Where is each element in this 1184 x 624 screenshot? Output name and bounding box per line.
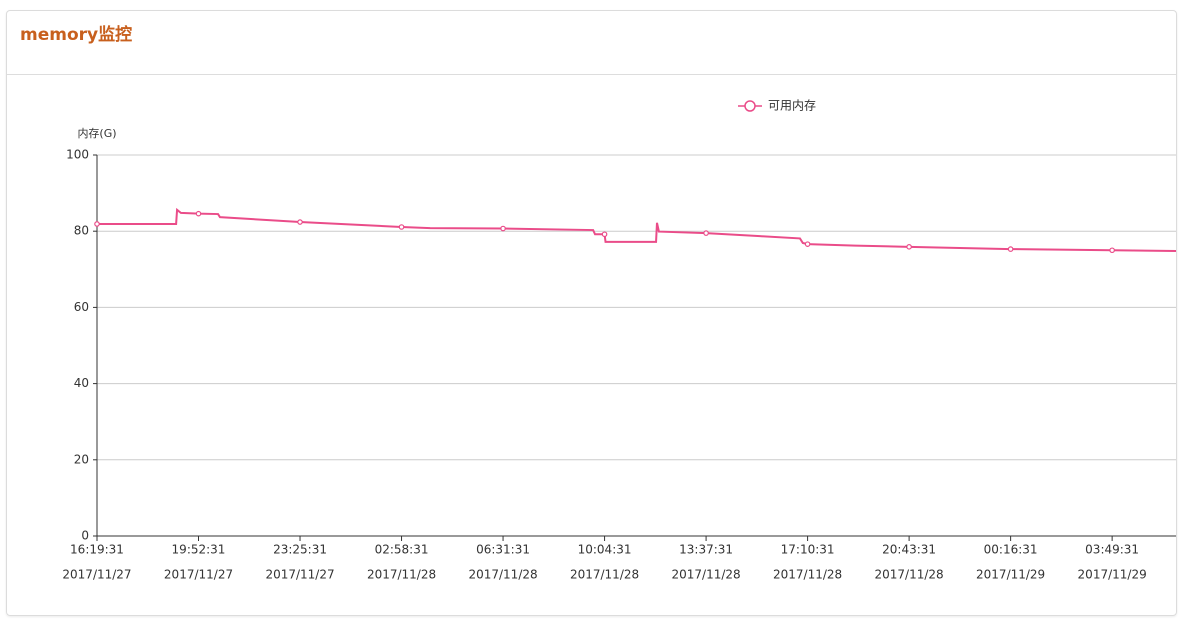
legend-label: 可用内存: [768, 99, 816, 113]
x-tick-label: 02:58:31: [375, 543, 429, 557]
x-tick-label: 13:37:31: [679, 543, 733, 557]
line-marker: [398, 224, 405, 230]
line-marker: [500, 225, 506, 232]
y-axis-label: 内存(G): [77, 126, 116, 140]
y-tick-label: 20: [74, 452, 89, 466]
x-tick-label: 00:16:31: [984, 543, 1038, 557]
line-marker: [94, 221, 100, 227]
line-series: [97, 207, 1177, 253]
line-marker: [804, 241, 811, 247]
x-tick-label: 17:10:31: [781, 543, 835, 557]
x-tick-label: 2017/11/27: [265, 568, 334, 582]
x-tick-label: 19:52:31: [172, 543, 226, 557]
y-tick-label: 80: [74, 224, 89, 238]
x-tick-label: 10:04:31: [578, 543, 632, 557]
line-marker: [1109, 247, 1115, 254]
x-tick-label: 06:31:31: [476, 543, 530, 557]
y-tick-label: 100: [66, 148, 89, 162]
x-tick-label: 2017/11/29: [1078, 568, 1147, 582]
panel-title: memory监控: [20, 25, 133, 45]
x-tick-label: 2017/11/28: [875, 568, 944, 582]
line-marker: [601, 231, 608, 238]
y-tick-label: 40: [74, 376, 89, 390]
y-tick-label: 60: [74, 300, 89, 314]
x-tick-label: 23:25:31: [273, 543, 327, 557]
x-tick-label: 20:43:31: [882, 543, 936, 557]
y-tick-label: 0: [81, 529, 89, 543]
x-tick-label: 2017/11/28: [671, 568, 740, 582]
legend-symbol: [744, 100, 756, 112]
x-tick-label: 2017/11/28: [570, 568, 639, 582]
panel-header: [7, 11, 1176, 75]
line-marker: [297, 219, 303, 225]
x-tick-label: 2017/11/28: [468, 568, 537, 582]
x-tick-label: 03:49:31: [1085, 543, 1139, 557]
x-tick-label: 16:19:31: [70, 543, 124, 557]
x-tick-label: 2017/11/28: [773, 568, 842, 582]
x-tick-label: 2017/11/27: [62, 568, 131, 582]
line-marker: [703, 230, 709, 236]
line-marker: [195, 210, 202, 217]
x-tick-label: 2017/11/28: [367, 568, 436, 582]
line-marker: [1007, 246, 1014, 252]
x-tick-label: 2017/11/29: [976, 568, 1045, 582]
line-marker: [906, 244, 912, 250]
panel: [6, 10, 1177, 616]
x-tick-label: 2017/11/27: [164, 568, 233, 582]
